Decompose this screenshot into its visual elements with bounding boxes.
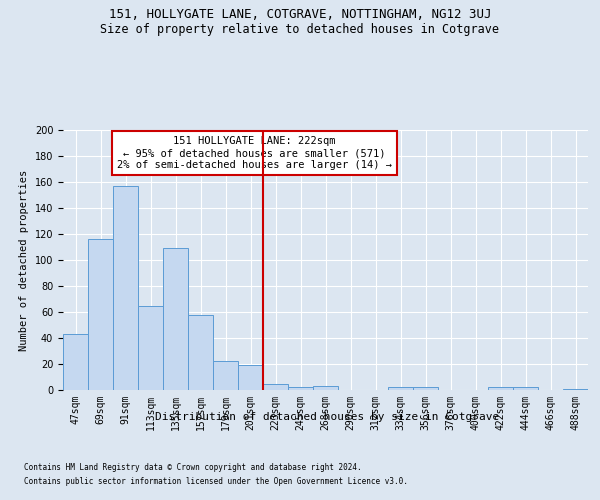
Bar <box>138 306 163 390</box>
Bar <box>238 366 263 390</box>
Bar <box>113 186 138 390</box>
Bar <box>513 388 538 390</box>
Bar <box>488 388 513 390</box>
Text: Contains HM Land Registry data © Crown copyright and database right 2024.: Contains HM Land Registry data © Crown c… <box>24 462 362 471</box>
Bar <box>563 388 588 390</box>
Text: 151 HOLLYGATE LANE: 222sqm
← 95% of detached houses are smaller (571)
2% of semi: 151 HOLLYGATE LANE: 222sqm ← 95% of deta… <box>117 136 392 170</box>
Bar <box>388 388 413 390</box>
Bar <box>213 362 238 390</box>
Bar <box>263 384 288 390</box>
Bar <box>288 388 313 390</box>
Bar <box>63 334 88 390</box>
Text: Contains public sector information licensed under the Open Government Licence v3: Contains public sector information licen… <box>24 478 408 486</box>
Text: Size of property relative to detached houses in Cotgrave: Size of property relative to detached ho… <box>101 22 499 36</box>
Text: Distribution of detached houses by size in Cotgrave: Distribution of detached houses by size … <box>155 412 499 422</box>
Bar <box>413 388 438 390</box>
Text: 151, HOLLYGATE LANE, COTGRAVE, NOTTINGHAM, NG12 3UJ: 151, HOLLYGATE LANE, COTGRAVE, NOTTINGHA… <box>109 8 491 20</box>
Bar <box>188 314 213 390</box>
Bar <box>313 386 338 390</box>
Bar <box>88 239 113 390</box>
Y-axis label: Number of detached properties: Number of detached properties <box>19 170 29 350</box>
Bar <box>163 248 188 390</box>
